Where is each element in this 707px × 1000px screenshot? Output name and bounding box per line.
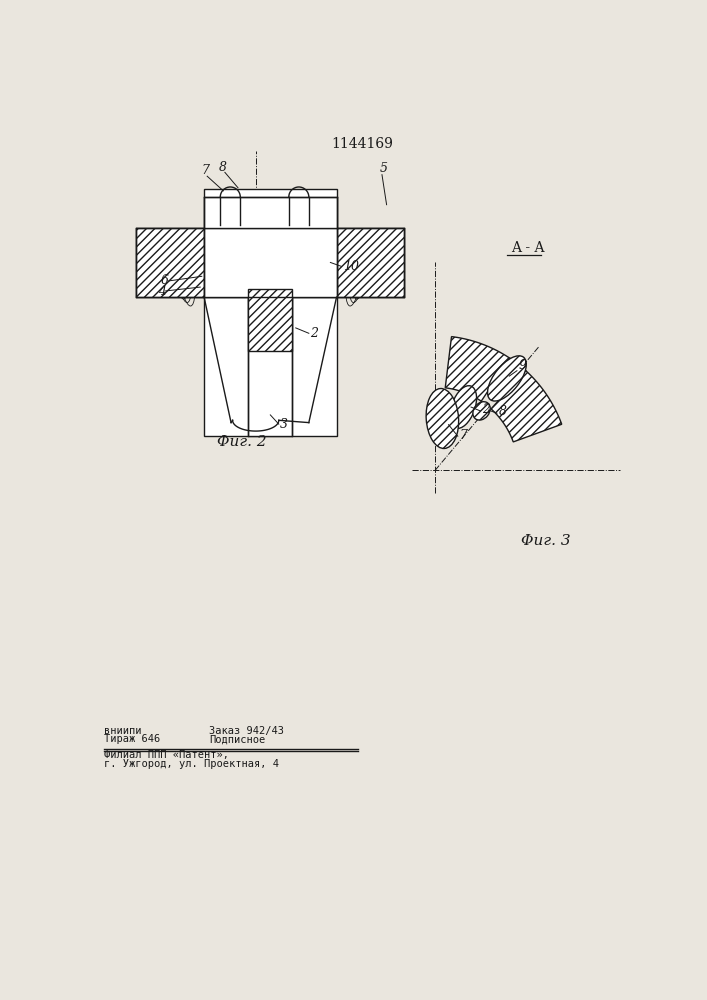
Text: Подписное: Подписное xyxy=(209,734,266,744)
Text: 3: 3 xyxy=(279,418,288,431)
Bar xyxy=(204,228,337,297)
Bar xyxy=(204,197,337,228)
Text: 8: 8 xyxy=(218,161,227,174)
Ellipse shape xyxy=(426,389,459,448)
Text: 8: 8 xyxy=(498,405,506,418)
Text: 5: 5 xyxy=(380,162,387,175)
Bar xyxy=(248,289,292,328)
Bar xyxy=(248,328,292,436)
Text: 10: 10 xyxy=(343,260,358,273)
Bar xyxy=(248,297,292,351)
Polygon shape xyxy=(445,337,562,442)
Text: 1144169: 1144169 xyxy=(332,137,394,151)
Bar xyxy=(337,228,404,297)
Bar xyxy=(204,297,337,436)
Polygon shape xyxy=(481,358,526,409)
Text: 7: 7 xyxy=(460,429,467,442)
Text: 6: 6 xyxy=(161,274,169,287)
Text: Φиг. 2: Φиг. 2 xyxy=(217,435,267,449)
Text: Φиг. 3: Φиг. 3 xyxy=(521,534,571,548)
Bar xyxy=(136,228,204,297)
Ellipse shape xyxy=(488,356,526,401)
Bar xyxy=(136,228,204,297)
Text: вниипи: вниипи xyxy=(104,726,141,736)
Text: 4: 4 xyxy=(158,285,166,298)
Text: Заказ 942/43: Заказ 942/43 xyxy=(209,726,284,736)
Text: 9: 9 xyxy=(518,359,527,372)
Ellipse shape xyxy=(473,402,490,420)
Text: г. Ужгород, ул. Проектная, 4: г. Ужгород, ул. Проектная, 4 xyxy=(104,759,279,769)
Text: 2: 2 xyxy=(481,403,490,416)
Bar xyxy=(204,189,337,297)
Ellipse shape xyxy=(450,386,477,428)
Bar xyxy=(337,228,404,297)
Text: Тираж 646: Тираж 646 xyxy=(104,734,160,744)
Text: 2: 2 xyxy=(310,327,318,340)
Text: 7: 7 xyxy=(201,164,209,177)
Text: Филиал ППП «Патент»,: Филиал ППП «Патент», xyxy=(104,750,229,760)
Text: A - A: A - A xyxy=(511,241,545,255)
